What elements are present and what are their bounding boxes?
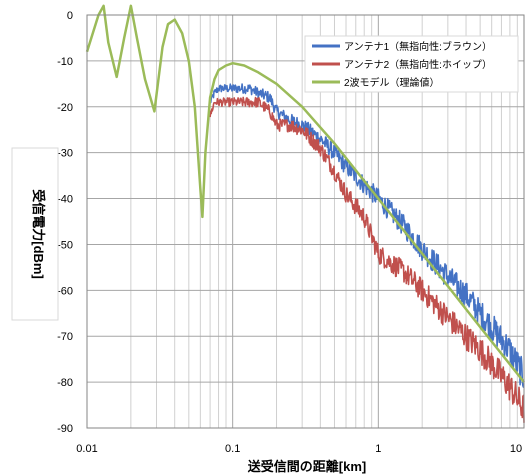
y-tick-label: -80 <box>57 377 73 389</box>
legend-entry: アンテナ1（無指向性:ブラウン） <box>312 40 492 53</box>
y-tick-label: -30 <box>57 148 73 160</box>
series-line-1 <box>209 83 525 388</box>
x-tick-label: 0.01 <box>76 443 97 455</box>
y-tick-label: -40 <box>57 194 73 206</box>
y-tick-label: 0 <box>67 10 73 22</box>
y-tick-label: -50 <box>57 239 73 251</box>
x-axis-title: 送受信間の距離[km] <box>247 459 366 474</box>
legend-label-2: アンテナ2（無指向性:ホイップ） <box>344 58 492 71</box>
series-line-2 <box>209 96 525 423</box>
series-layer <box>85 4 525 423</box>
legend-entry: 2波モデル（理論値） <box>312 76 440 89</box>
y-tick-labels: 0 -10 -20 -30 -40 -50 -60 -70 -80 -90 <box>57 10 73 435</box>
plot-frame <box>86 14 525 429</box>
legend-box <box>304 35 519 93</box>
legend-entry: アンテナ2（無指向性:ホイップ） <box>312 58 492 71</box>
y-tick-label: -10 <box>57 56 73 68</box>
y-tick-label: -20 <box>57 102 73 114</box>
y-axis-title: 受信電力[dBm] <box>31 189 46 279</box>
y-tick-label: -90 <box>57 423 73 435</box>
legend-label-3: 2波モデル（理論値） <box>344 76 440 89</box>
x-tick-label: 0.1 <box>225 443 240 455</box>
series-line-3 <box>85 4 525 383</box>
y-tick-label: -70 <box>57 331 73 343</box>
legend-label-1: アンテナ1（無指向性:ブラウン） <box>344 40 492 53</box>
y-axis-title-box <box>11 147 59 321</box>
x-tick-labels: 0.01 0.1 1 10 <box>76 443 522 455</box>
grid <box>86 14 524 429</box>
x-tick-label: 10 <box>510 443 522 455</box>
legend: アンテナ1（無指向性:ブラウン） アンテナ2（無指向性:ホイップ） 2波モデル（… <box>304 35 519 93</box>
y-tick-label: -60 <box>57 285 73 297</box>
x-tick-label: 1 <box>375 443 381 455</box>
